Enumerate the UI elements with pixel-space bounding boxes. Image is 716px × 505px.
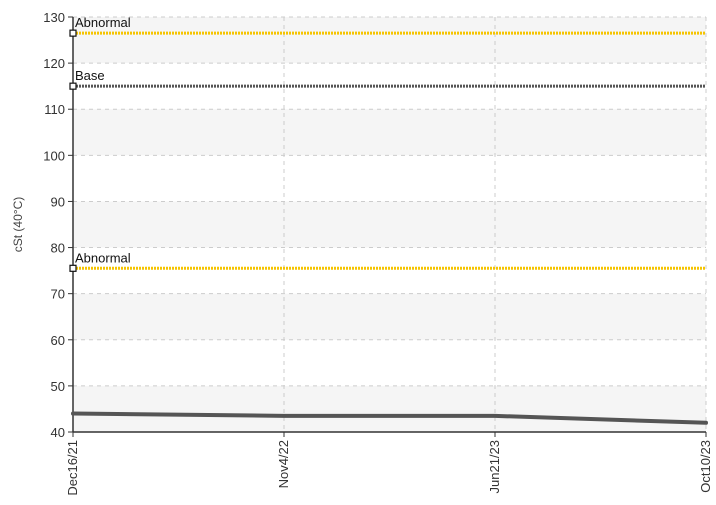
reference-lines: Abnormal Base Abnormal <box>69 15 706 272</box>
y-tick-label: 100 <box>43 148 65 163</box>
y-tick-label: 130 <box>43 10 65 25</box>
background-band <box>73 109 706 156</box>
y-tick-labels: 40 50 60 70 80 90 100 110 120 130 <box>43 10 65 440</box>
background-bands <box>73 17 706 432</box>
y-axis-title: cSt (40°C) <box>11 197 25 252</box>
y-tick-label: 90 <box>51 194 65 209</box>
background-band <box>73 293 706 340</box>
y-tick-label: 80 <box>51 241 65 256</box>
reference-marker <box>69 82 77 90</box>
x-tick-label: Oct10/23 <box>698 440 713 493</box>
reference-label: Abnormal <box>75 15 131 30</box>
background-band <box>73 385 706 432</box>
x-tick-label: Nov4/22 <box>276 440 291 488</box>
y-tick-label: 110 <box>44 102 65 117</box>
y-tick-label: 40 <box>51 425 65 440</box>
x-tick-labels: Dec16/21 Nov4/22 Jun21/23 Oct10/23 <box>65 440 713 496</box>
data-point <box>282 414 286 418</box>
background-band <box>73 201 706 248</box>
data-point <box>71 412 75 416</box>
data-point <box>704 421 708 425</box>
y-tick-label: 60 <box>51 333 65 348</box>
y-tick-label: 50 <box>51 379 65 394</box>
series-line <box>71 411 708 425</box>
x-tick-label: Dec16/21 <box>65 440 80 496</box>
data-series <box>71 411 708 425</box>
reference-marker <box>69 29 77 37</box>
reference-label: Base <box>75 68 105 83</box>
background-band <box>73 17 706 64</box>
reference-marker <box>69 264 77 272</box>
y-tick-label: 70 <box>51 287 65 302</box>
y-tick-label: 120 <box>43 56 65 71</box>
data-point <box>493 414 497 418</box>
axes <box>68 16 707 437</box>
reference-label: Abnormal <box>75 250 131 265</box>
x-tick-label: Jun21/23 <box>487 440 502 494</box>
